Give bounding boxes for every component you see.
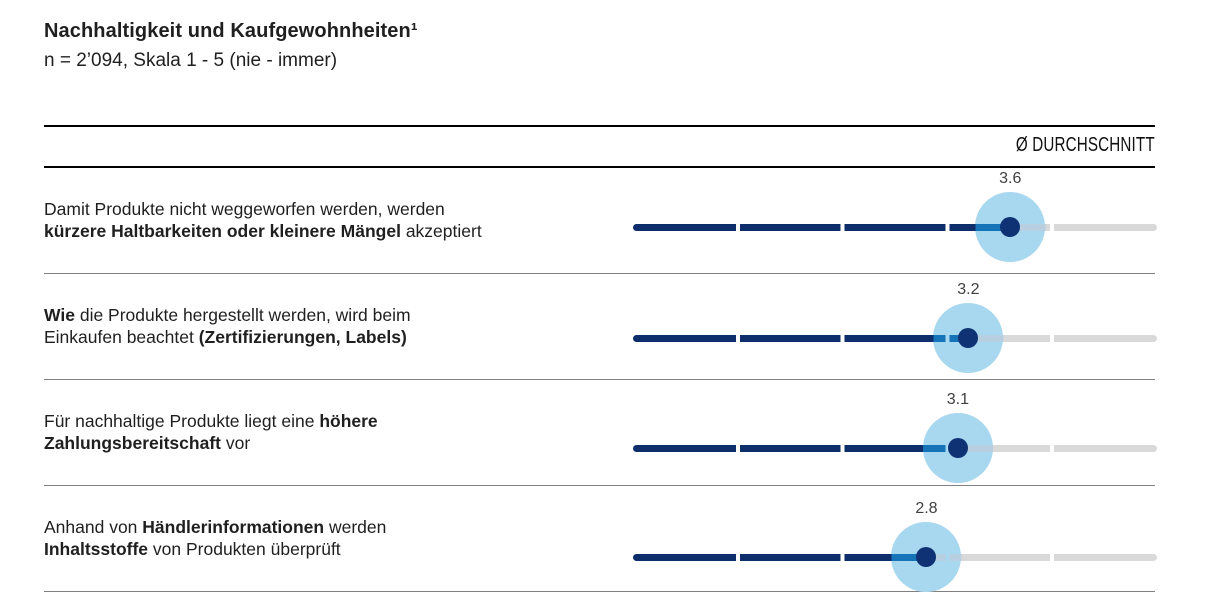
scale-track (633, 334, 1157, 342)
chart-subtitle: n = 2’094, Skala 1 - 5 (nie - immer) (44, 50, 338, 71)
row-label-line: Wie die Produkte hergestellt werden, wir… (44, 305, 411, 325)
row-label: Wie die Produkte hergestellt werden, wir… (44, 305, 604, 348)
chart-row: Wie die Produkte hergestellt werden, wir… (44, 274, 1157, 380)
chart-rows: Damit Produkte nicht weggeworfen werden,… (44, 168, 1157, 592)
row-label-line: Für nachhaltige Produkte liegt eine höhe… (44, 411, 378, 431)
header-top-divider (44, 125, 1155, 127)
value-label: 3.2 (957, 281, 980, 298)
row-label-line: Anhand von Händlerinformationen werden (44, 517, 387, 537)
value-dot (1000, 217, 1021, 237)
row-label-line: Damit Produkte nicht weggeworfen werden,… (44, 199, 445, 219)
row-label-line: kürzere Haltbarkeiten oder kleinere Mäng… (44, 220, 482, 241)
row-label: Damit Produkte nicht weggeworfen werden,… (44, 199, 604, 242)
row-label: Anhand von Händlerinformationen werden In… (44, 517, 604, 560)
track-area: 3.6 (633, 168, 1157, 274)
row-label-line: Einkaufen beachtet (Zertifizierungen, La… (44, 326, 407, 347)
chart-title: Nachhaltigkeit und Kaufgewohnheiten¹ (44, 20, 418, 42)
value-dot (958, 328, 979, 348)
row-label: Für nachhaltige Produkte liegt eine höhe… (44, 411, 604, 454)
track-area: 2.8 (633, 486, 1157, 592)
chart-row: Anhand von Händlerinformationen werden In… (44, 486, 1157, 592)
scale-track (633, 553, 1157, 561)
value-dot (947, 438, 968, 458)
value-dot (916, 547, 937, 567)
track-area: 3.2 (633, 274, 1157, 380)
average-column-header: Ø DURCHSCHNITT (1016, 134, 1155, 156)
value-label: 3.1 (946, 391, 969, 408)
row-label-line: Zahlungsbereitschaft vor (44, 432, 251, 453)
header-bottom-divider (44, 166, 1155, 168)
track-area: 3.1 (633, 380, 1157, 486)
chart-row: Für nachhaltige Produkte liegt eine höhe… (44, 380, 1157, 486)
value-label: 3.6 (999, 170, 1022, 187)
value-label: 2.8 (915, 500, 938, 517)
scale-track (633, 444, 1157, 452)
scale-track (633, 223, 1157, 231)
row-label-line: Inhaltsstoffe von Produkten überprüft (44, 538, 341, 559)
chart-row: Damit Produkte nicht weggeworfen werden,… (44, 168, 1157, 274)
